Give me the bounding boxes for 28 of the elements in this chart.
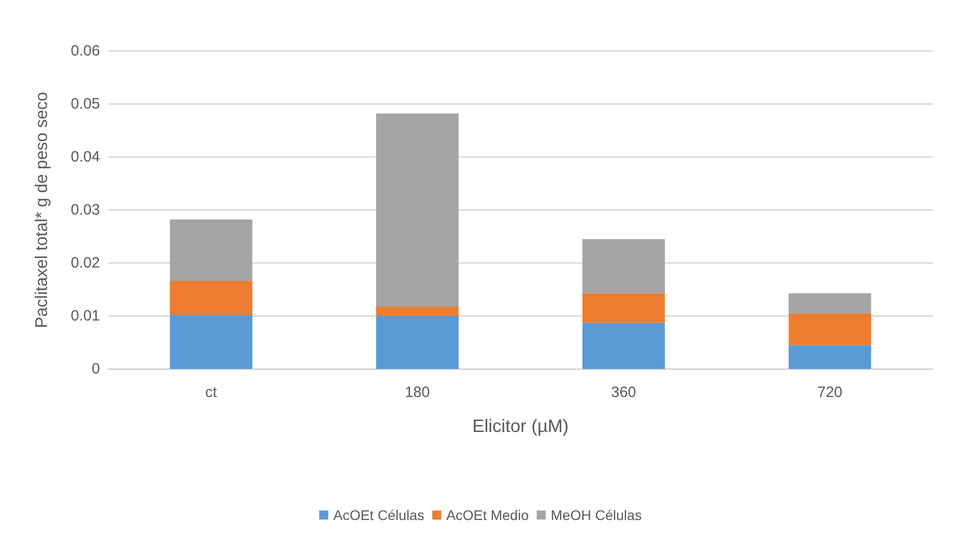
y-tick-label: 0.01	[70, 308, 100, 324]
bar	[376, 306, 459, 316]
y-tick-label: 0.02	[70, 254, 100, 272]
x-tick-label: 720	[817, 384, 842, 401]
bar	[170, 220, 252, 282]
x-axis-title: Elicitor (µM)	[472, 416, 569, 436]
bar	[376, 316, 459, 369]
bar	[788, 313, 872, 346]
bar	[582, 322, 665, 369]
legend-label: MeOH Células	[550, 507, 642, 523]
y-axis-title: Paclitaxel total* g de peso seco	[32, 92, 51, 328]
bar	[582, 239, 665, 294]
x-tick-label: ct	[205, 384, 218, 401]
bar	[788, 293, 872, 314]
y-tick-label: 0	[92, 360, 100, 378]
legend-label: AcOEt Células	[333, 507, 424, 523]
x-tick-label: 360	[611, 384, 636, 401]
bar	[170, 314, 252, 369]
bar	[170, 281, 252, 315]
bar	[582, 293, 665, 323]
x-tick-label: 180	[404, 384, 430, 401]
bar	[788, 345, 872, 369]
y-tick-label: 0.06	[70, 42, 100, 60]
legend-label: AcOEt Medio	[446, 507, 529, 523]
bar	[376, 114, 459, 306]
y-tick-label: 0.05	[70, 96, 100, 112]
y-tick-label: 0.04	[70, 148, 100, 166]
y-tick-label: 0.03	[70, 202, 100, 218]
